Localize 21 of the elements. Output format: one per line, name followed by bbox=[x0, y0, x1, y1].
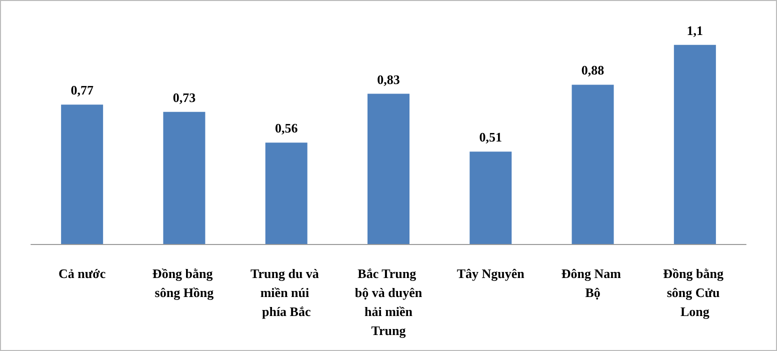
x-tick-label: Trung du và miền núi phía Bắc bbox=[250, 266, 322, 319]
data-label: 0,77 bbox=[70, 82, 94, 98]
x-tick-label: Tây Nguyên bbox=[456, 266, 526, 281]
bar bbox=[572, 84, 614, 244]
x-tick-label: Đông Nam Bộ bbox=[561, 266, 624, 300]
bar bbox=[163, 112, 206, 244]
data-label: 0,83 bbox=[377, 72, 400, 87]
x-tick-label: Đồng bằng sông Cửu Long bbox=[663, 266, 727, 319]
data-label: 1,1 bbox=[686, 22, 704, 38]
data-label: 0,73 bbox=[172, 90, 196, 105]
x-tick-label: Cả nước bbox=[58, 266, 106, 281]
data-label: 0,51 bbox=[479, 130, 502, 145]
x-tick-label: Bắc Trung bộ và duyên hải miền Trung bbox=[354, 266, 423, 338]
bar bbox=[265, 142, 308, 244]
data-label: 0,88 bbox=[581, 62, 605, 78]
bar bbox=[61, 104, 104, 244]
bar bbox=[470, 152, 512, 244]
bar bbox=[674, 44, 716, 244]
bar bbox=[368, 94, 410, 244]
data-label: 0,56 bbox=[274, 120, 298, 136]
x-tick-label: Đồng bằng sông Hồng bbox=[152, 266, 216, 300]
